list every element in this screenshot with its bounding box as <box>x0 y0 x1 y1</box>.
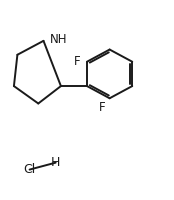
Text: H: H <box>51 156 60 169</box>
Text: F: F <box>74 55 81 68</box>
Text: Cl: Cl <box>23 163 36 176</box>
Text: NH: NH <box>50 33 67 46</box>
Text: F: F <box>98 101 105 114</box>
